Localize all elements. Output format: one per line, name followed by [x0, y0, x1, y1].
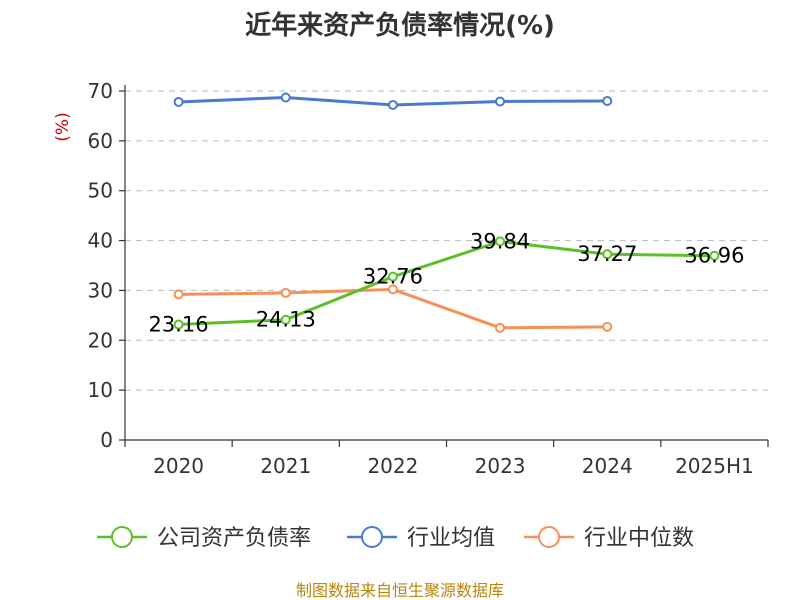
data-label: 36.96 [684, 244, 744, 268]
y-axis-label: (%) [53, 112, 73, 141]
legend-swatch-marker [538, 526, 560, 548]
data-point [173, 319, 184, 330]
data-point [709, 250, 720, 261]
series-layer [173, 92, 720, 333]
data-point [387, 284, 398, 295]
legend-entry: 行业中位数 [584, 526, 694, 551]
legend-swatch-marker [361, 526, 383, 548]
y-tick-label: 50 [88, 179, 113, 203]
data-label: 39.84 [470, 229, 530, 253]
data-point [602, 249, 613, 260]
data-label: 24.13 [256, 308, 316, 332]
x-tick-label: 2023 [475, 454, 526, 478]
data-label: 37.27 [577, 242, 637, 266]
data-point [602, 321, 613, 332]
data-point [387, 271, 398, 282]
x-tick-label: 2024 [582, 454, 633, 478]
data-label: 32.76 [363, 265, 423, 289]
data-point [387, 99, 398, 110]
legend-entry: 行业均值 [407, 526, 495, 551]
data-point [280, 287, 291, 298]
y-tick-label: 0 [100, 428, 113, 452]
data-point [280, 92, 291, 103]
y-tick-label: 40 [88, 229, 113, 253]
data-point [173, 96, 184, 107]
data-point [495, 96, 506, 107]
y-tick-label: 70 [88, 79, 113, 103]
y-tick-label: 10 [88, 378, 113, 402]
data-point [495, 322, 506, 333]
axis-layer: 0 10 20 30 40 50 60 70 2020 2021 2022 2023 2024 2025H… [88, 79, 769, 478]
data-point [495, 236, 506, 247]
legend: 公司资产负债率 行业均值 行业中位数 [97, 526, 694, 551]
data-label-layer: 23.16 24.13 32.76 39.84 37.27 36.96 [149, 229, 745, 336]
chart-title: 近年来资产负债率情况(%) [245, 10, 555, 41]
x-tick-label: 2022 [367, 454, 418, 478]
series-line [178, 239, 715, 327]
x-tick-label: 2025H1 [675, 454, 754, 478]
data-point [280, 314, 291, 325]
data-point [602, 95, 613, 106]
x-tick-label: 2021 [260, 454, 311, 478]
source-note: 制图数据来自恒生聚源数据库 [296, 581, 504, 600]
y-tick-label: 60 [88, 129, 113, 153]
x-tick-label: 2020 [153, 454, 204, 478]
data-point [173, 289, 184, 300]
legend-swatch-marker [111, 526, 133, 548]
y-tick-label: 30 [88, 278, 113, 302]
y-tick-label: 20 [88, 328, 113, 352]
legend-entry: 公司资产负债率 [157, 526, 311, 551]
grid-layer [125, 90, 768, 391]
data-label: 23.16 [149, 313, 209, 337]
